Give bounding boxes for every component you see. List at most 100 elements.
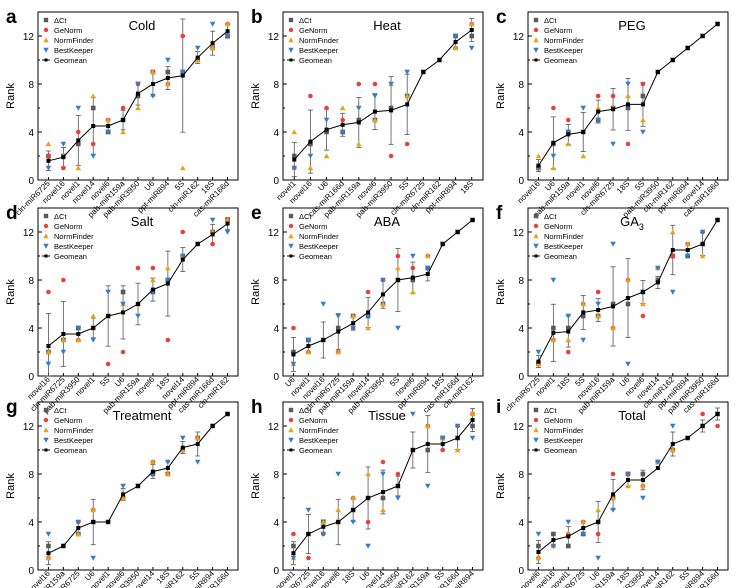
point-deltact (291, 543, 296, 549)
y-tick-label: 0 (273, 372, 279, 383)
legend-label: BestKeeper (54, 242, 94, 251)
geomean-point (685, 436, 690, 440)
geomean-point (536, 359, 541, 364)
point-normfinder (350, 313, 356, 319)
geomean-point (596, 520, 601, 524)
chart-panel-e: e ABARank04812U6novel1novel16cln-miR6725p… (250, 203, 484, 415)
point-bestkeeper (291, 165, 298, 171)
point-normfinder (105, 117, 111, 123)
legend-marker (288, 223, 294, 229)
point-normfinder (380, 507, 386, 513)
point-deltact (640, 93, 646, 99)
point-deltact (356, 117, 362, 123)
geomean-point (670, 248, 675, 252)
legend-label: GeNorm (299, 222, 327, 231)
legend-label: ΔCt (544, 16, 557, 25)
point-normfinder (179, 165, 186, 171)
legend-label: Geomean (299, 446, 332, 455)
point-bestkeeper (165, 57, 171, 63)
legend-marker (533, 417, 539, 423)
geomean-line (293, 29, 473, 160)
point-normfinder (699, 253, 706, 259)
legend-label: GeNorm (544, 26, 572, 35)
geomean-point (292, 157, 297, 162)
geomean-point (425, 272, 430, 276)
point-bestkeeper (105, 289, 111, 295)
point-normfinder (90, 507, 97, 513)
geomean-point (351, 321, 356, 326)
geomean-point (381, 490, 385, 494)
point-genorm (150, 265, 156, 271)
geomean-point (308, 139, 313, 144)
legend-marker (289, 448, 293, 452)
y-tick-label: 8 (518, 470, 524, 481)
point-normfinder (669, 229, 676, 235)
point-deltact (120, 289, 126, 295)
point-deltact (90, 105, 96, 111)
legend-marker (288, 213, 294, 219)
point-normfinder (75, 337, 82, 343)
legend-label: BestKeeper (54, 46, 94, 55)
geomean-point (61, 544, 66, 548)
geomean-point (180, 257, 185, 262)
point-bestkeeper (699, 229, 706, 235)
point-bestkeeper (305, 507, 312, 513)
point-genorm (306, 555, 311, 561)
geomean-point (324, 127, 329, 132)
geomean-point (685, 46, 690, 50)
point-bestkeeper (120, 301, 126, 307)
x-tick-label: 5S (98, 375, 111, 388)
point-normfinder (380, 301, 386, 307)
point-bestkeeper (655, 459, 661, 465)
point-deltact (308, 141, 313, 147)
legend-marker (533, 427, 539, 433)
geomean-point (469, 28, 474, 32)
panel-letter: i (496, 397, 501, 418)
geomean-point (150, 82, 155, 86)
y-tick-label: 0 (273, 176, 279, 187)
point-genorm (324, 105, 329, 111)
point-normfinder (179, 447, 186, 453)
geomean-point (195, 442, 200, 446)
geomean-point (180, 445, 185, 450)
point-deltact (551, 531, 556, 537)
y-tick-label: 4 (273, 518, 279, 529)
y-axis-label: Rank (250, 473, 262, 499)
point-deltact (425, 447, 431, 453)
geomean-point (210, 41, 215, 46)
geomean-point (685, 248, 690, 252)
point-normfinder (640, 483, 646, 489)
legend-label: NormFinder (299, 426, 339, 435)
point-deltact (655, 277, 661, 283)
point-normfinder (323, 153, 330, 159)
legend-marker (43, 437, 49, 443)
legend-label: Geomean (544, 252, 577, 261)
legend-label: GeNorm (299, 26, 327, 35)
point-bestkeeper (365, 543, 371, 549)
geomean-point (180, 73, 185, 78)
legend-marker (289, 254, 293, 258)
point-bestkeeper (320, 301, 327, 307)
chart-title: Total (618, 408, 646, 423)
geomean-point (425, 442, 430, 446)
point-bestkeeper (224, 229, 231, 235)
y-axis-label: Rank (495, 279, 507, 305)
legend-marker (44, 58, 48, 62)
y-tick-label: 4 (28, 324, 34, 335)
geomean-point (46, 551, 51, 556)
legend-marker (288, 17, 294, 23)
geomean-point (61, 155, 66, 160)
legend-label: Geomean (544, 56, 577, 65)
legend-label: GeNorm (54, 26, 82, 35)
geomean-point (536, 163, 541, 168)
point-genorm (105, 361, 111, 367)
legend-label: Geomean (54, 446, 87, 455)
point-normfinder (224, 217, 231, 223)
point-normfinder (60, 337, 67, 343)
geomean-point (76, 526, 81, 530)
geomean-point (715, 218, 720, 222)
chart-title: GA3 (620, 214, 644, 232)
chart-panel-i: iTotalRank04812novel6novel16novel1cln-mi… (495, 397, 729, 588)
